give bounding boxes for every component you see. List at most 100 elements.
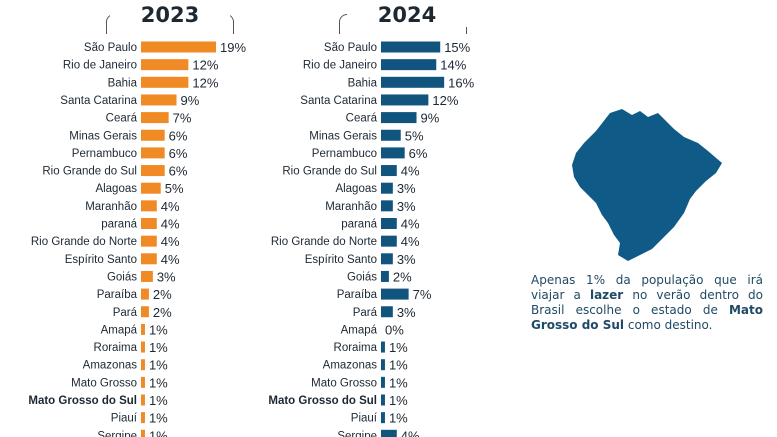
category-label: Minas Gerais bbox=[69, 130, 137, 142]
category-label: São Paulo bbox=[84, 42, 137, 54]
value-label: 16% bbox=[448, 75, 474, 90]
value-label: 4% bbox=[161, 252, 180, 267]
bar bbox=[141, 235, 157, 247]
bar bbox=[141, 59, 189, 71]
category-label: Rio Grande do Sul bbox=[42, 166, 137, 178]
bar bbox=[141, 147, 165, 159]
category-label: Piauí bbox=[351, 413, 378, 425]
category-label: Santa Catarina bbox=[300, 95, 377, 107]
chart-title-2024: 2024 bbox=[347, 3, 467, 27]
value-label: 9% bbox=[181, 93, 200, 108]
bar bbox=[141, 323, 145, 335]
category-label: Bahia bbox=[108, 77, 138, 89]
value-label: 6% bbox=[409, 146, 428, 161]
value-label: 5% bbox=[165, 181, 184, 196]
value-label: 4% bbox=[161, 234, 180, 249]
value-label: 3% bbox=[397, 199, 416, 214]
category-label: Rio Grande do Sul bbox=[282, 166, 377, 178]
value-label: 4% bbox=[401, 164, 420, 179]
bar bbox=[381, 235, 397, 247]
category-label: Amapá bbox=[341, 324, 378, 336]
value-label: 1% bbox=[149, 375, 168, 390]
category-label: paraná bbox=[101, 219, 137, 231]
category-label: Maranhão bbox=[85, 201, 137, 213]
category-label: Ceará bbox=[346, 113, 378, 125]
category-label: Sergipe bbox=[337, 430, 377, 437]
value-label: 6% bbox=[169, 146, 188, 161]
category-label: Maranhão bbox=[325, 201, 377, 213]
bar bbox=[381, 147, 405, 159]
bar bbox=[141, 394, 145, 406]
category-label: paraná bbox=[341, 219, 377, 231]
bar bbox=[381, 112, 417, 124]
bar bbox=[381, 129, 401, 141]
bar bbox=[381, 59, 437, 71]
bar bbox=[381, 376, 385, 388]
value-label: 1% bbox=[389, 375, 408, 390]
category-label: Amazonas bbox=[323, 360, 378, 372]
value-label: 3% bbox=[397, 181, 416, 196]
value-label: 4% bbox=[401, 234, 420, 249]
note-bold-state: Mato Grosso do Sul bbox=[531, 303, 763, 332]
category-label: Rio de Janeiro bbox=[63, 60, 137, 72]
value-label: 19% bbox=[220, 40, 246, 55]
value-label: 3% bbox=[157, 269, 176, 284]
value-label: 3% bbox=[397, 252, 416, 267]
bar bbox=[141, 376, 145, 388]
category-label: Mato Grosso do Sul bbox=[268, 395, 377, 407]
bar bbox=[381, 288, 409, 300]
value-label: 12% bbox=[192, 58, 218, 73]
value-label: 4% bbox=[401, 428, 420, 437]
category-label: Espírito Santo bbox=[305, 254, 377, 266]
category-label: Amapá bbox=[101, 324, 138, 336]
bar bbox=[141, 253, 157, 265]
value-label: 1% bbox=[149, 393, 168, 408]
bar bbox=[141, 218, 157, 229]
note-text-2: no verão dentro do Brasil escolhe o esta… bbox=[531, 288, 763, 317]
value-label: 6% bbox=[169, 164, 188, 179]
category-label: Amazonas bbox=[83, 360, 138, 372]
chart-title-2023: 2023 bbox=[110, 3, 230, 27]
value-label: 2% bbox=[393, 269, 412, 284]
bar bbox=[141, 341, 145, 353]
bar bbox=[381, 359, 385, 371]
value-label: 12% bbox=[192, 75, 218, 90]
category-label: São Paulo bbox=[324, 42, 377, 54]
mato-grosso-do-sul-map-icon bbox=[572, 109, 722, 261]
value-label: 1% bbox=[389, 340, 408, 355]
bar bbox=[141, 270, 153, 282]
map-shape bbox=[572, 109, 722, 261]
value-label: 15% bbox=[444, 40, 470, 55]
category-label: Mato Grosso bbox=[71, 377, 137, 389]
bar bbox=[381, 182, 393, 194]
category-label: Paraíba bbox=[337, 289, 378, 301]
value-label: 6% bbox=[169, 128, 188, 143]
category-label: Santa Catarina bbox=[60, 95, 137, 107]
bar bbox=[141, 306, 149, 318]
bar bbox=[141, 112, 169, 124]
bar-chart-2023: São Paulo 19% Rio de Janeiro 12% Bahia 12% San… bbox=[28, 40, 246, 437]
bar-chart-2024: São Paulo 15% Rio de Janeiro 14% Bahia 16% San… bbox=[268, 40, 475, 437]
note-bold-lazer: lazer bbox=[589, 288, 624, 302]
bar bbox=[141, 200, 157, 212]
bar bbox=[141, 182, 161, 194]
bar bbox=[141, 129, 165, 141]
category-label: Roraima bbox=[94, 342, 138, 354]
bar bbox=[381, 394, 385, 406]
category-label: Ceará bbox=[106, 113, 138, 125]
category-label: Rio de Janeiro bbox=[303, 60, 377, 72]
value-label: 3% bbox=[397, 305, 416, 320]
bar bbox=[141, 288, 149, 300]
value-label: 1% bbox=[389, 411, 408, 426]
value-label: 1% bbox=[149, 411, 168, 426]
category-label: Rio Grande do Norte bbox=[31, 236, 137, 248]
value-label: 1% bbox=[149, 322, 168, 337]
bar bbox=[141, 429, 145, 437]
note-text-1: Apenas 1% da população que irá viajar a bbox=[531, 273, 763, 302]
bar bbox=[381, 306, 393, 318]
bar bbox=[381, 76, 445, 88]
category-label: Piauí bbox=[111, 413, 138, 425]
value-label: 14% bbox=[440, 58, 466, 73]
value-label: 1% bbox=[389, 358, 408, 373]
category-label: Roraima bbox=[334, 342, 378, 354]
